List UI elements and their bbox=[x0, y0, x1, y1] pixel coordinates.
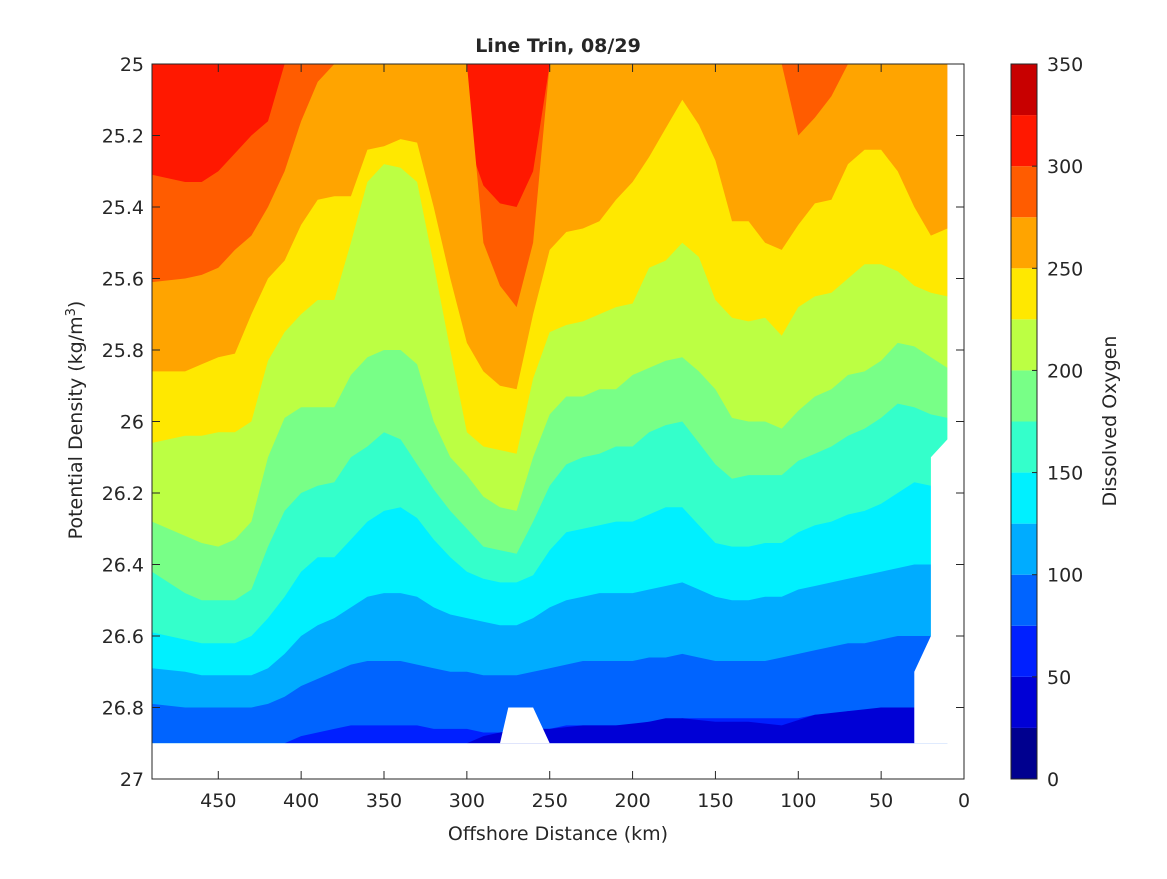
colorbar-segment bbox=[1011, 472, 1037, 524]
chart-title: Line Trin, 08/29 bbox=[475, 35, 641, 57]
x-tick-label: 450 bbox=[200, 790, 236, 812]
colorbar: 0 50 100 150 200 250 300 350 bbox=[1010, 54, 1083, 791]
colorbar-segment bbox=[1011, 217, 1037, 269]
y-tick-label: 26.8 bbox=[102, 698, 144, 720]
colorbar-segment bbox=[1011, 268, 1037, 320]
colorbar-frame bbox=[1010, 63, 1038, 780]
y-axis-label-close: ) bbox=[65, 301, 87, 308]
colorbar-tick-label: 100 bbox=[1047, 565, 1083, 587]
colorbar-segment bbox=[1011, 370, 1037, 422]
mask-below-data bbox=[152, 743, 964, 779]
x-tick-label: 350 bbox=[366, 790, 402, 812]
y-tick-label: 26.6 bbox=[102, 626, 144, 648]
mask-notch bbox=[500, 707, 550, 744]
y-tick-label: 25 bbox=[120, 54, 144, 76]
colorbar-segment bbox=[1011, 115, 1037, 167]
y-tick-label: 27 bbox=[120, 769, 144, 791]
y-tick-label: 26.4 bbox=[102, 555, 144, 577]
y-tick-label: 26 bbox=[120, 412, 144, 434]
colorbar-segment bbox=[1011, 625, 1037, 677]
y-axis-label-sup: 3 bbox=[64, 308, 79, 316]
colorbar-segment bbox=[1011, 421, 1037, 473]
x-tick-label: 200 bbox=[614, 790, 650, 812]
colorbar-segment bbox=[1011, 727, 1037, 779]
y-axis-label: Potential Density (kg/m3) bbox=[64, 301, 88, 540]
contour-band-25 bbox=[466, 707, 915, 744]
contour-fill bbox=[152, 64, 948, 744]
colorbar-tick-label: 300 bbox=[1047, 156, 1083, 178]
x-tick-label: 50 bbox=[869, 790, 893, 812]
colorbar-segment bbox=[1011, 523, 1037, 575]
x-tick-label: 100 bbox=[780, 790, 816, 812]
colorbar-tick-label: 150 bbox=[1047, 463, 1083, 485]
colorbar-segment bbox=[1011, 676, 1037, 728]
colorbar-segment bbox=[1011, 319, 1037, 371]
colorbar-tick-label: 350 bbox=[1047, 54, 1083, 76]
x-tick-label: 400 bbox=[283, 790, 319, 812]
x-tick-label: 300 bbox=[449, 790, 485, 812]
x-tick-label: 250 bbox=[532, 790, 568, 812]
contour-band-75 bbox=[152, 636, 948, 744]
colorbar-tick-label: 250 bbox=[1047, 258, 1083, 280]
x-tick-label: 0 bbox=[958, 790, 970, 812]
x-tick-label: 150 bbox=[697, 790, 733, 812]
colorbar-label: Dissolved Oxygen bbox=[1099, 336, 1121, 507]
colorbar-segment bbox=[1011, 166, 1037, 218]
mask-right-edge bbox=[914, 64, 964, 744]
y-tick-label: 25.6 bbox=[102, 269, 144, 291]
colorbar-tick-label: 50 bbox=[1047, 667, 1071, 689]
y-axis-label-main: Potential Density (kg/m bbox=[65, 316, 87, 539]
y-tick-label: 25.2 bbox=[102, 126, 144, 148]
axes: 450 400 350 300 250 200 150 100 50 0 25 25.2 25.4 25.… bbox=[102, 54, 970, 812]
colorbar-segment bbox=[1011, 574, 1037, 626]
colorbar-tick-label: 200 bbox=[1047, 360, 1083, 382]
colorbar-tick-label: 0 bbox=[1047, 769, 1059, 791]
y-tick-label: 25.8 bbox=[102, 340, 144, 362]
colorbar-segment bbox=[1011, 64, 1037, 116]
y-tick-label: 25.4 bbox=[102, 197, 144, 219]
x-axis-label: Offshore Distance (km) bbox=[448, 823, 668, 845]
y-tick-label: 26.2 bbox=[102, 483, 144, 505]
no-data-mask bbox=[152, 64, 964, 779]
